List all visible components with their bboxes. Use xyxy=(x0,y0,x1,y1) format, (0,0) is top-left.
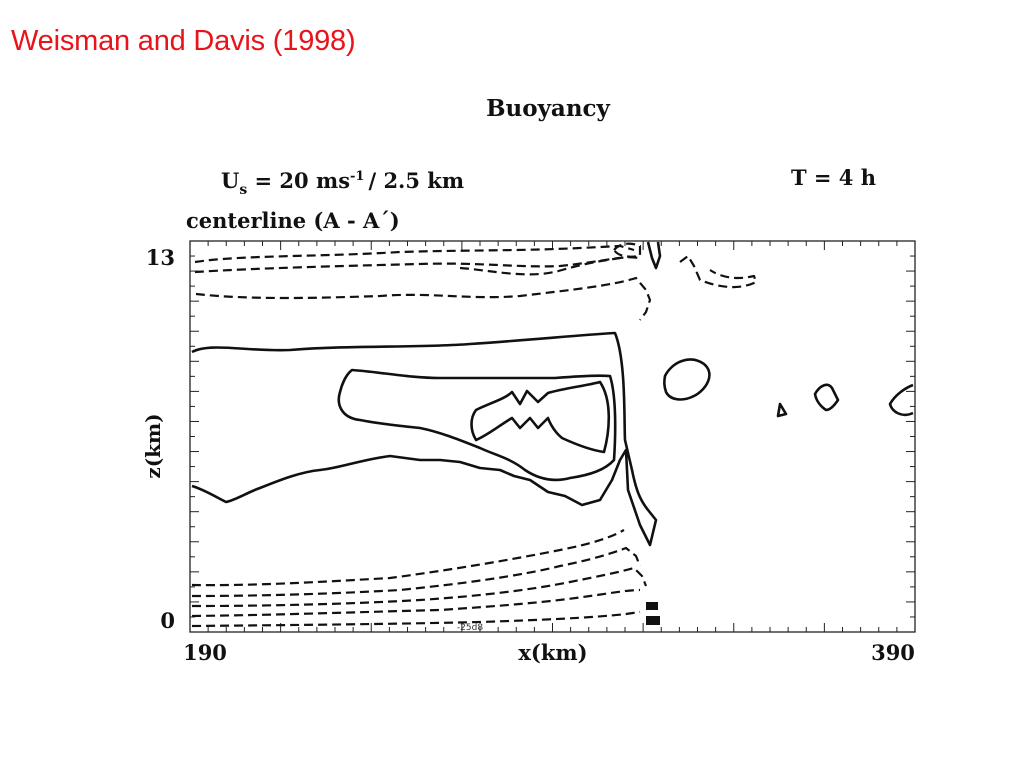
shear-label: Us = 20 ms-1 / 2.5 km xyxy=(221,168,464,198)
contour-negative-top-4 xyxy=(459,256,621,276)
contour-negative-top-3 xyxy=(195,276,652,321)
contour-positive-inner xyxy=(470,380,611,454)
contour-negative-bottom-3 xyxy=(191,566,648,608)
contour-negative-top-2 xyxy=(194,256,639,274)
shear-label-sup: -1 xyxy=(350,169,364,184)
x-axis-label: x(km) xyxy=(518,640,587,665)
shear-label-rest: = 20 ms xyxy=(247,168,350,193)
shear-label-sub: s xyxy=(239,182,247,198)
panel-label: centerline (A - A´) xyxy=(186,208,400,233)
contour-positive-cell-2 xyxy=(776,402,788,418)
x-tick-label-right: 390 xyxy=(871,640,915,665)
chart-title: Buoyancy xyxy=(486,95,610,122)
upper-boundary-contour xyxy=(646,241,662,270)
contour-positive-middle xyxy=(337,368,617,482)
contour-negative-bottom-1 xyxy=(191,529,625,587)
plot-frame xyxy=(189,240,916,633)
contour-annotation: -25d8 xyxy=(457,623,483,633)
y-axis-label: z(km) xyxy=(141,413,165,478)
y-tick-label-top: 13 xyxy=(146,245,175,270)
axis-ticks xyxy=(190,241,915,632)
surface-cold-pool-mark-2 xyxy=(646,616,660,625)
contour-negative-top-cell xyxy=(612,242,642,258)
contour-negative-bottom-2 xyxy=(191,546,642,598)
contour-negative-bottom-5 xyxy=(191,610,641,628)
negative-contours xyxy=(191,242,758,628)
contour-positive-cell-4 xyxy=(888,383,914,417)
shear-label-main: U xyxy=(221,168,239,193)
positive-contours xyxy=(191,331,914,547)
contour-positive-cell-1 xyxy=(663,358,711,401)
surface-cold-pool-mark-1 xyxy=(646,602,658,610)
x-tick-label-left: 190 xyxy=(183,640,227,665)
y-tick-label-bottom: 0 xyxy=(160,608,175,633)
slide-title: Weisman and Davis (1998) xyxy=(11,25,356,57)
contour-positive-outer xyxy=(191,331,658,547)
time-label: T = 4 h xyxy=(791,165,876,190)
contour-negative-top-5 xyxy=(679,254,758,289)
shear-label-tail: / 2.5 km xyxy=(368,168,464,193)
contour-negative-top-1 xyxy=(194,244,635,264)
contour-positive-cell-3 xyxy=(813,383,840,412)
contour-negative-bottom-4 xyxy=(191,588,641,618)
